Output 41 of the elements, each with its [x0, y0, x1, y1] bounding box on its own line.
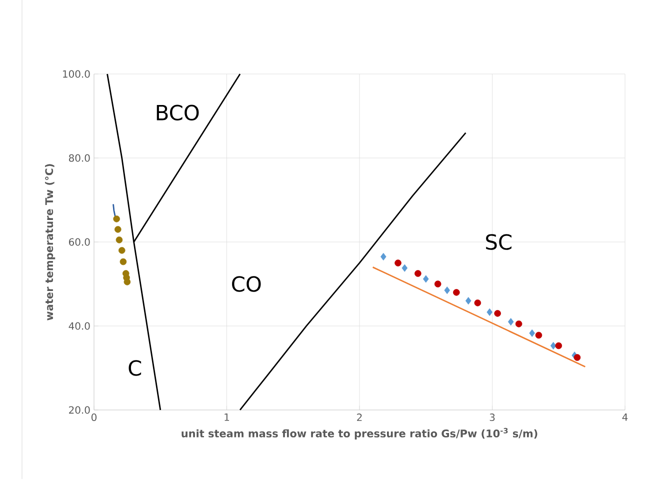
x-tick-label: 1 — [224, 414, 230, 421]
point — [529, 329, 535, 337]
point — [474, 300, 482, 306]
point — [486, 308, 492, 316]
x-axis-title: unit steam mass flow rate to pressure ratio Gs/Pw (10$^{-3}$ s/m) — [182, 428, 538, 440]
point — [515, 320, 522, 328]
annotation: CO — [232, 276, 261, 292]
point — [574, 354, 581, 361]
x-tick-label: 0 — [91, 413, 97, 422]
point — [118, 247, 126, 254]
y-tick-label: 100.0 — [63, 70, 90, 78]
annotation: BCO — [156, 104, 199, 121]
y-tick-label: 20.0 — [69, 406, 90, 414]
y-tick-label: 40.0 — [68, 322, 90, 330]
y-tick-label: 80.0 — [68, 154, 90, 162]
y-axis-title: water temperature Tw (°C) — [45, 164, 56, 320]
point — [380, 252, 386, 260]
point — [114, 226, 122, 233]
point — [116, 236, 123, 244]
point — [422, 275, 429, 283]
point — [444, 286, 450, 294]
annotation: SC — [486, 234, 512, 250]
x-tick-label: 3 — [490, 413, 495, 422]
annotation: C — [128, 360, 142, 376]
point — [453, 289, 460, 296]
x-tick-label: 2 — [357, 413, 362, 421]
x-tick-label: 4 — [622, 414, 628, 421]
y-tick-label: 60.0 — [69, 238, 90, 246]
point — [120, 258, 127, 266]
point — [465, 297, 472, 305]
point — [414, 270, 422, 277]
point — [550, 342, 556, 350]
point — [394, 260, 402, 266]
point — [508, 318, 514, 326]
point — [434, 280, 442, 288]
point — [124, 278, 131, 286]
point — [494, 310, 501, 317]
point — [555, 342, 562, 350]
point — [535, 332, 542, 339]
point — [402, 264, 408, 272]
point — [113, 216, 120, 222]
